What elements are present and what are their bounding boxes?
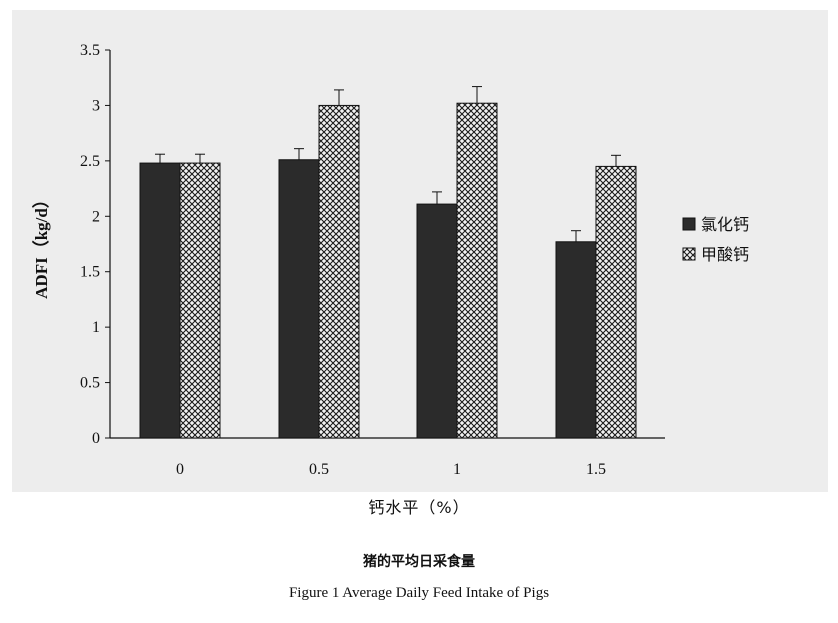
figure-caption-english: Figure 1 Average Daily Feed Intake of Pi… <box>288 585 550 601</box>
y-tick-label: 0 <box>92 430 100 447</box>
x-tick-label: 1.5 <box>586 461 606 478</box>
legend-label: 氯化钙 <box>701 215 749 234</box>
bar-calcium-chloride <box>416 203 458 439</box>
y-tick-label: 2.5 <box>80 153 100 170</box>
bar-calcium-formate <box>595 165 637 439</box>
legend-swatch <box>682 247 696 261</box>
bar-calcium-chloride <box>278 159 320 439</box>
figure-caption-chinese: 猪的平均日采食量 <box>363 554 475 570</box>
bar-calcium-formate <box>318 104 360 439</box>
x-axis-label: 钙水平（%） <box>368 498 470 517</box>
x-tick-label: 0 <box>176 461 184 478</box>
bar-calcium-formate <box>456 102 498 439</box>
x-tick-label: 0.5 <box>309 461 329 478</box>
bar-calcium-formate <box>179 162 221 439</box>
y-tick-label: 3.5 <box>80 42 100 59</box>
bar-calcium-chloride <box>139 162 181 439</box>
bars <box>139 86 637 439</box>
bar-calcium-chloride <box>555 241 597 439</box>
y-tick-label: 2 <box>92 208 100 225</box>
y-tick-label: 0.5 <box>80 375 100 392</box>
x-tick-label: 1 <box>453 461 461 478</box>
y-tick-label: 1.5 <box>80 264 100 281</box>
y-axis-label: ADFI（kg/d） <box>31 191 51 299</box>
legend-swatch <box>682 217 696 231</box>
y-tick-label: 3 <box>92 97 100 114</box>
axes: 0 0.5 1 1.5 2 2.5 3 3.5 0 0.5 1 1.5 <box>80 42 665 478</box>
legend-label: 甲酸钙 <box>701 245 749 264</box>
y-tick-label: 1 <box>92 319 100 336</box>
